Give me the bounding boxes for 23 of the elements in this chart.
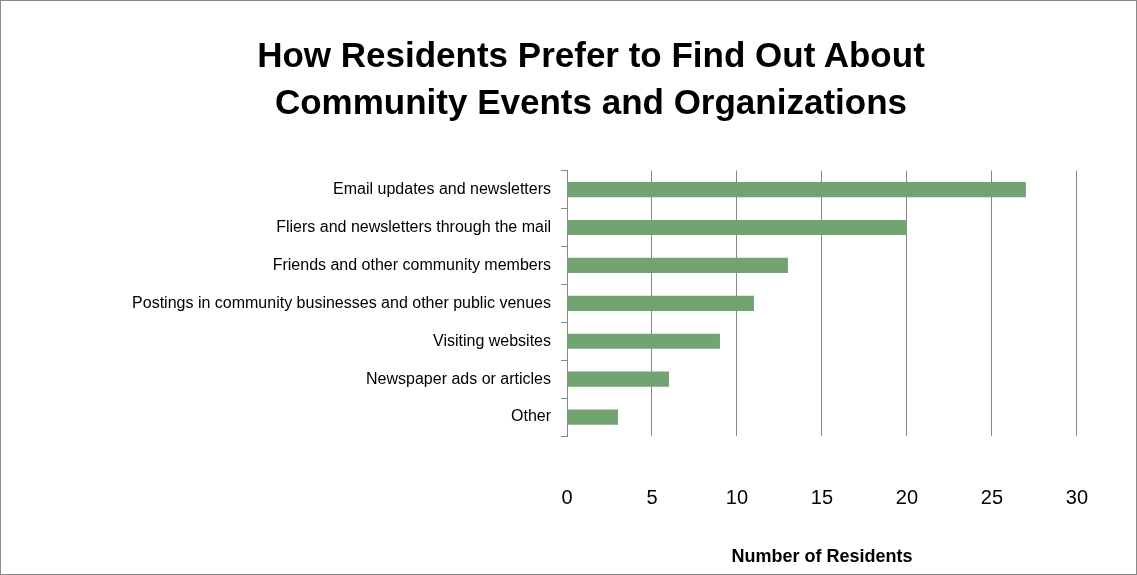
- bar: [567, 295, 754, 311]
- x-tick-label: 5: [646, 485, 658, 508]
- bar: [567, 257, 788, 273]
- x-tick-label: 0: [561, 485, 573, 508]
- y-tick-label: Postings in community businesses and other public venues: [132, 293, 551, 311]
- x-tick-label: 30: [1065, 485, 1088, 508]
- y-tick-label: Fliers and newsletters through the mail: [276, 217, 551, 235]
- y-tick-label: Email updates and newsletters: [333, 179, 551, 197]
- x-axis-title: Number of Residents: [731, 546, 913, 567]
- y-tick-label: Friends and other community members: [272, 255, 551, 273]
- x-tick-label: 15: [810, 485, 834, 508]
- x-tick-label: 10: [725, 485, 749, 508]
- x-tick-label: 25: [980, 485, 1004, 508]
- x-tick-label: 20: [895, 485, 919, 508]
- y-tick-label: Newspaper ads or articles: [366, 369, 551, 387]
- chart-title: How Residents Prefer to Find Out About Community Events and Organizations: [256, 34, 926, 123]
- bar: [567, 219, 907, 236]
- bar: [567, 181, 1026, 198]
- y-tick-label: Visiting websites: [433, 331, 551, 349]
- bar: [567, 333, 720, 349]
- bar: [567, 409, 618, 425]
- bar: [567, 371, 669, 387]
- y-tick-label: Other: [510, 407, 552, 425]
